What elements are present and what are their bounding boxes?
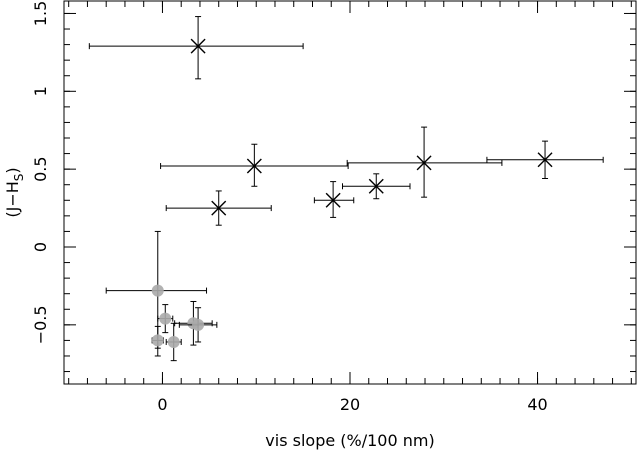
x-axis-label: vis slope (%/100 nm)	[265, 431, 434, 450]
y-axis-label-close: )	[3, 167, 22, 173]
x-tick-label: 0	[157, 395, 167, 414]
data-point	[165, 322, 182, 362]
y-tick-label: 1	[31, 86, 50, 96]
data-marks	[88, 16, 604, 362]
data-point	[88, 16, 304, 80]
data-point	[160, 143, 349, 187]
plot-frame	[63, 0, 637, 385]
circle-marker	[159, 312, 172, 325]
y-tick-label: 1.5	[31, 1, 50, 26]
data-point	[313, 181, 355, 218]
circle-marker	[151, 284, 164, 297]
data-point	[151, 325, 164, 357]
circle-marker	[167, 335, 180, 348]
data-point	[178, 307, 218, 343]
y-axis-label: (J−HS)	[3, 167, 26, 217]
y-tick-label: 0.5	[31, 156, 50, 181]
cross-marker	[368, 178, 384, 194]
data-point	[157, 304, 174, 334]
minor-ticks	[64, 1, 636, 384]
major-ticks	[64, 1, 636, 384]
data-point	[486, 140, 604, 179]
y-axis-label-subscript: S	[12, 174, 26, 182]
tick-labels: 0 20 40 −0.5 0 0.5 1 1.5	[31, 1, 548, 414]
circle-marker	[192, 318, 205, 331]
data-point	[341, 173, 411, 200]
x-tick-label: 20	[340, 395, 360, 414]
cross-marker	[190, 38, 206, 54]
cross-marker	[211, 200, 227, 216]
cross-marker	[246, 158, 262, 174]
cross-marker	[537, 152, 553, 168]
x-tick-label: 40	[527, 395, 547, 414]
cross-marker	[325, 192, 341, 208]
cross-marker	[416, 155, 432, 171]
data-point	[165, 190, 272, 226]
data-point	[105, 230, 208, 349]
data-point	[346, 126, 503, 198]
y-tick-label: 0	[31, 242, 50, 252]
y-axis-label-main: (J−H	[3, 181, 22, 217]
circle-marker	[151, 334, 164, 347]
y-tick-label: −0.5	[31, 305, 50, 344]
